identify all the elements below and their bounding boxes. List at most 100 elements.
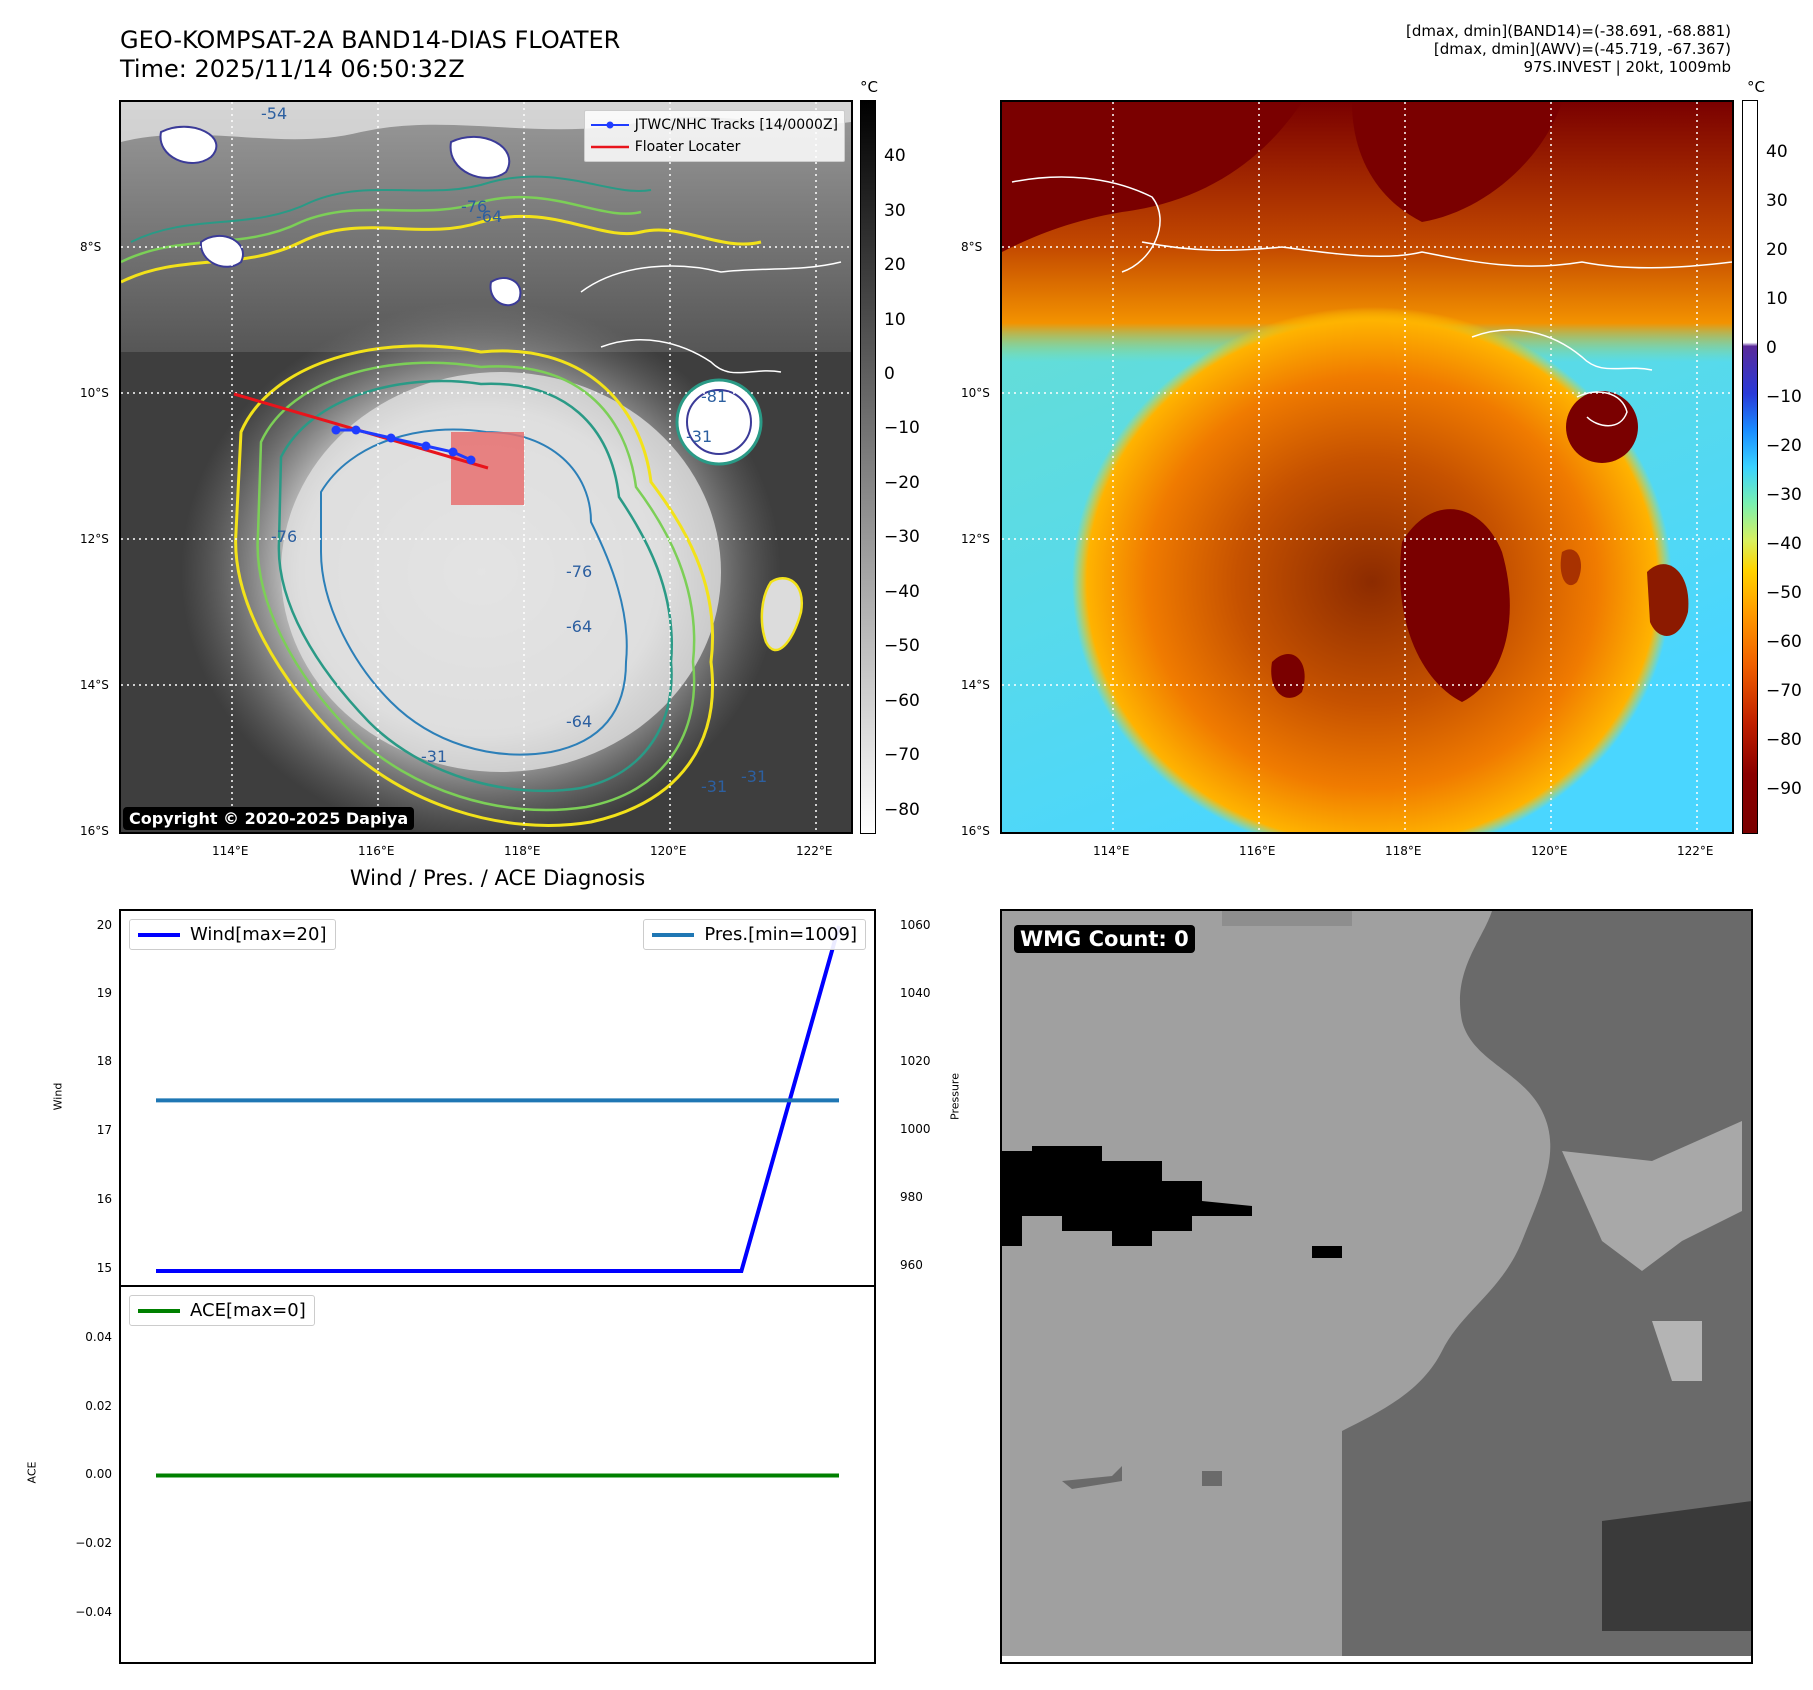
wind-legend-label: Wind[max=20] — [190, 924, 327, 945]
awv-map — [1000, 100, 1734, 834]
contour-label: -64 — [476, 207, 502, 226]
ace-tick: −0.04 — [75, 1605, 112, 1619]
right-colorbar — [1742, 100, 1758, 834]
pres-ylabel: Pressure — [948, 1073, 962, 1120]
colorbar-tick: −40 — [884, 582, 920, 602]
title-satellite: GEO-KOMPSAT-2A BAND14-DIAS FLOATER — [120, 26, 621, 54]
info-storm: 97S.INVEST | 20kt, 1009mb — [1523, 58, 1731, 76]
lon-tick: 116°E — [358, 844, 395, 858]
contour-label: -31 — [421, 747, 447, 766]
pres-tick: 980 — [900, 1190, 923, 1204]
lon-tick: 114°E — [1093, 844, 1130, 858]
wind-ylabel: Wind — [51, 1082, 65, 1111]
contour-label: -64 — [566, 617, 592, 636]
jtwc-track-points — [331, 425, 476, 465]
figure-title: GEO-KOMPSAT-2A BAND14-DIAS FLOATER Time:… — [120, 26, 620, 84]
legend-track-label: JTWC/NHC Tracks [14/0000Z] — [634, 117, 838, 133]
colorbar-tick: 30 — [1766, 191, 1788, 211]
right-colorbar-ticks: 40 30 20 10 0 −10 −20 −30 −40 −50 −60 −7… — [1766, 100, 1813, 834]
contour-label: -31 — [701, 777, 727, 796]
colorbar-tick: −10 — [1766, 387, 1802, 407]
contour-label: -76 — [271, 527, 297, 546]
lon-tick: 120°E — [1531, 844, 1568, 858]
ace-panel: ACE[max=0] — [119, 1285, 876, 1664]
map-gridlines — [121, 102, 851, 832]
track-legend-icon — [590, 121, 629, 129]
pres-tick: 1000 — [900, 1122, 931, 1136]
colorbar-tick: −40 — [1766, 534, 1802, 554]
ace-legend: ACE[max=0] — [129, 1295, 315, 1326]
lon-tick: 120°E — [650, 844, 687, 858]
right-colorbar-unit: °C — [1747, 78, 1765, 96]
colorbar-tick: −10 — [884, 418, 920, 438]
pres-ticks: 1060 1040 1020 1000 980 960 — [884, 909, 934, 1287]
lat-tick: 10°S — [961, 386, 990, 400]
colorbar-tick: −60 — [1766, 632, 1802, 652]
awv-coastlines — [1011, 176, 1732, 427]
colorbar-tick: 20 — [1766, 240, 1788, 260]
pres-tick: 1020 — [900, 1054, 931, 1068]
left-colorbar — [860, 100, 876, 834]
colorbar-tick: −30 — [1766, 485, 1802, 505]
left-colorbar-ticks: 40 30 20 10 0 −10 −20 −30 −40 −50 −60 −7… — [884, 100, 944, 834]
contour-label: -76 — [461, 197, 487, 216]
colorbar-tick: −50 — [1766, 583, 1802, 603]
info-awv: [dmax, dmin](AWV)=(-45.719, -67.367) — [1433, 40, 1731, 58]
pres-legend-swatch — [652, 932, 695, 937]
wind-ticks: 20 19 18 17 16 15 — [72, 909, 112, 1287]
band14-imagery: -54 -64 -76 -81 -76 -64 -64 -31 -31 -31 … — [121, 102, 851, 832]
wmg-imagery — [1002, 911, 1751, 1662]
lon-tick: 122°E — [1677, 844, 1714, 858]
colorbar-tick: −30 — [884, 527, 920, 547]
title-time: Time: 2025/11/14 06:50:32Z — [120, 55, 465, 83]
wmg-count-badge: WMG Count: 0 — [1014, 925, 1195, 953]
diagnosis-title: Wind / Pres. / ACE Diagnosis — [349, 866, 646, 890]
ace-ylabel: ACE — [25, 1461, 39, 1484]
lon-tick: 116°E — [1239, 844, 1276, 858]
info-band14: [dmax, dmin](BAND14)=(-38.691, -68.881) — [1406, 22, 1731, 40]
wind-tick: 16 — [96, 1192, 112, 1206]
colorbar-tick: −50 — [884, 636, 920, 656]
wind-legend: Wind[max=20] — [129, 919, 336, 950]
band14-map: -54 -64 -76 -81 -76 -64 -64 -31 -31 -31 … — [119, 100, 853, 834]
colorbar-tick: 40 — [1766, 142, 1788, 162]
pres-tick: 1060 — [900, 918, 931, 932]
wind-tick: 15 — [96, 1261, 112, 1275]
colorbar-tick: 0 — [884, 364, 895, 384]
colorbar-tick: 30 — [884, 201, 906, 221]
lat-tick: 12°S — [80, 532, 109, 546]
ace-legend-swatch — [138, 1308, 180, 1313]
colorbar-tick: 20 — [884, 255, 906, 275]
lon-tick: 118°E — [504, 844, 541, 858]
lat-tick: 12°S — [961, 532, 990, 546]
lon-tick: 122°E — [796, 844, 833, 858]
colorbar-tick: 0 — [1766, 338, 1777, 358]
legend-locator-label: Floater Locater — [634, 139, 741, 155]
ace-legend-label: ACE[max=0] — [190, 1300, 306, 1321]
wind-legend-swatch — [138, 932, 180, 937]
wind-series-line — [156, 925, 841, 1273]
colorbar-tick: −70 — [884, 745, 920, 765]
contour-label: -64 — [566, 712, 592, 731]
contour-label: -31 — [741, 767, 767, 786]
ace-tick: 0.04 — [85, 1330, 112, 1344]
storm-info: [dmax, dmin](BAND14)=(-38.691, -68.881) … — [1406, 22, 1731, 76]
colorbar-tick: −90 — [1766, 779, 1802, 799]
lat-tick: 14°S — [80, 678, 109, 692]
ace-ticks: 0.04 0.02 0.00 −0.02 −0.04 — [60, 1285, 112, 1664]
contour-label: -81 — [701, 387, 727, 406]
lat-tick: 8°S — [80, 240, 102, 254]
lat-tick: 16°S — [80, 824, 109, 838]
ace-tick: 0.02 — [85, 1399, 112, 1413]
wmg-panel: WMG Count: 0 — [1000, 909, 1753, 1664]
wind-tick: 19 — [96, 986, 112, 1000]
copyright-badge: Copyright © 2020-2025 Dapiya — [123, 807, 415, 830]
colorbar-tick: −80 — [1766, 730, 1802, 750]
colorbar-tick: −20 — [1766, 436, 1802, 456]
pres-tick: 1040 — [900, 986, 931, 1000]
lat-tick: 14°S — [961, 678, 990, 692]
left-colorbar-unit: °C — [860, 78, 878, 96]
awv-imagery — [1002, 102, 1732, 832]
lat-tick: 16°S — [961, 824, 990, 838]
contour-label: -76 — [566, 562, 592, 581]
